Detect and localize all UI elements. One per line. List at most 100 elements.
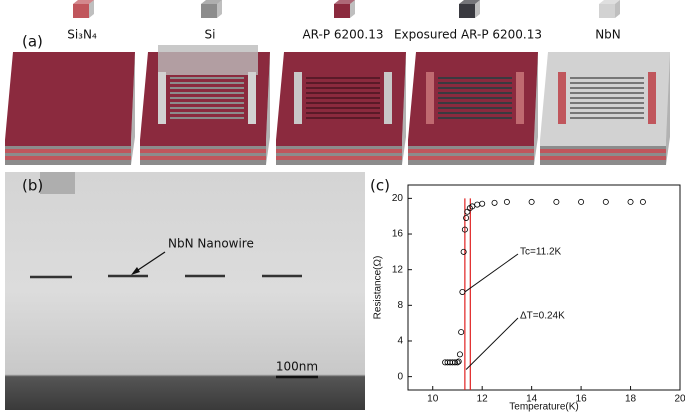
slab-layer	[408, 153, 534, 156]
slab-layer	[540, 156, 666, 160]
legend-swatch	[599, 4, 615, 18]
data-point	[460, 248, 467, 255]
data-point	[455, 358, 462, 365]
plot-frame	[407, 184, 681, 391]
data-point	[454, 359, 461, 366]
x-tick-label: 18	[625, 394, 637, 405]
slab-side	[131, 52, 135, 165]
y-tick-label: 8	[397, 300, 403, 311]
slab-side	[666, 52, 670, 165]
pad	[158, 72, 166, 124]
y-tick-label: 12	[392, 264, 404, 275]
slab-layer	[276, 156, 402, 160]
slab-side	[402, 52, 406, 165]
x-tick-label: 10	[427, 394, 439, 405]
annotation: ΔT=0.24K	[520, 311, 565, 322]
slab-layer	[140, 149, 266, 153]
data-point	[458, 329, 465, 336]
y-tick-label: 16	[392, 229, 404, 240]
sem-annotation: NbN Nanowire	[168, 237, 254, 251]
y-axis-label: Resistance(Ω)	[373, 256, 384, 320]
x-tick-label: 16	[576, 394, 588, 405]
x-axis-label: Temperature(K)	[509, 402, 578, 413]
slab-layer	[276, 153, 402, 156]
slab-layer	[408, 149, 534, 153]
slab-layer	[140, 156, 266, 160]
slab-layer	[540, 160, 666, 165]
legend-swatch-side	[217, 0, 222, 18]
slab-layer	[276, 146, 402, 149]
scale-bar-label: 100nm	[276, 360, 318, 374]
data-point	[463, 214, 470, 221]
y-tick-label: 0	[397, 371, 403, 382]
legend-swatch	[73, 4, 89, 18]
legend-label: Si₃N₄	[67, 28, 97, 42]
panel-label: (c)	[370, 177, 390, 195]
slab-layer	[276, 149, 402, 153]
slab-layer	[540, 153, 666, 156]
mask	[158, 45, 258, 75]
data-point	[528, 198, 535, 205]
slab-layer	[5, 146, 131, 149]
data-point	[479, 200, 486, 207]
data-point	[474, 201, 481, 208]
panel-label: (a)	[22, 33, 43, 51]
panel-label: (b)	[22, 177, 43, 195]
slab-layer	[540, 149, 666, 153]
slab-layer	[276, 140, 402, 146]
data-point	[451, 359, 458, 366]
legend-swatch-side	[350, 0, 355, 18]
data-point	[602, 198, 609, 205]
pad	[426, 72, 434, 124]
legend-swatch-side	[615, 0, 620, 18]
legend-swatch-top	[334, 0, 355, 4]
slab-layer	[540, 146, 666, 149]
slab-side	[534, 52, 538, 165]
slab-layer	[140, 153, 266, 156]
slab-layer	[5, 153, 131, 156]
legend-swatch-top	[201, 0, 222, 4]
legend-swatch-top	[73, 0, 94, 4]
slab-layer	[140, 160, 266, 165]
legend-swatch	[201, 4, 217, 18]
x-tick-label: 20	[674, 394, 685, 405]
legend-swatch	[459, 4, 475, 18]
slab-layer	[276, 160, 402, 165]
slab-layer	[5, 160, 131, 165]
data-point	[464, 208, 471, 215]
legend-swatch	[334, 4, 350, 18]
arrow	[134, 251, 166, 273]
data-point	[456, 351, 463, 358]
pad	[384, 72, 392, 124]
data-point	[503, 198, 510, 205]
legend-swatch-top	[599, 0, 620, 4]
pad	[558, 72, 566, 124]
slab-layer	[5, 149, 131, 153]
pad	[294, 72, 302, 124]
data-point	[461, 226, 468, 233]
slab-layer	[408, 156, 534, 160]
arrowhead	[131, 267, 140, 275]
slab-layer	[140, 146, 266, 149]
x-tick-label: 12	[477, 394, 489, 405]
x-tick-label: 14	[526, 394, 538, 405]
data-point	[491, 199, 498, 206]
legend-label: AR-P 6200.13	[302, 28, 383, 42]
legend-label: Si	[205, 28, 216, 42]
legend-swatch-side	[475, 0, 480, 18]
slab-layer	[140, 140, 266, 146]
y-tick-label: 4	[397, 336, 403, 347]
legend-swatch-side	[89, 0, 94, 18]
sem-image	[5, 172, 365, 410]
data-point	[459, 288, 466, 295]
sem-feature	[40, 172, 75, 194]
slab-layer	[5, 156, 131, 160]
data-point	[639, 198, 646, 205]
slab-layer	[408, 146, 534, 149]
annotation: Tc=11.2K	[520, 247, 562, 258]
legend-label: Exposured AR-P 6200.13	[394, 28, 542, 42]
slab-layer	[540, 140, 666, 146]
slab-side	[266, 52, 270, 165]
